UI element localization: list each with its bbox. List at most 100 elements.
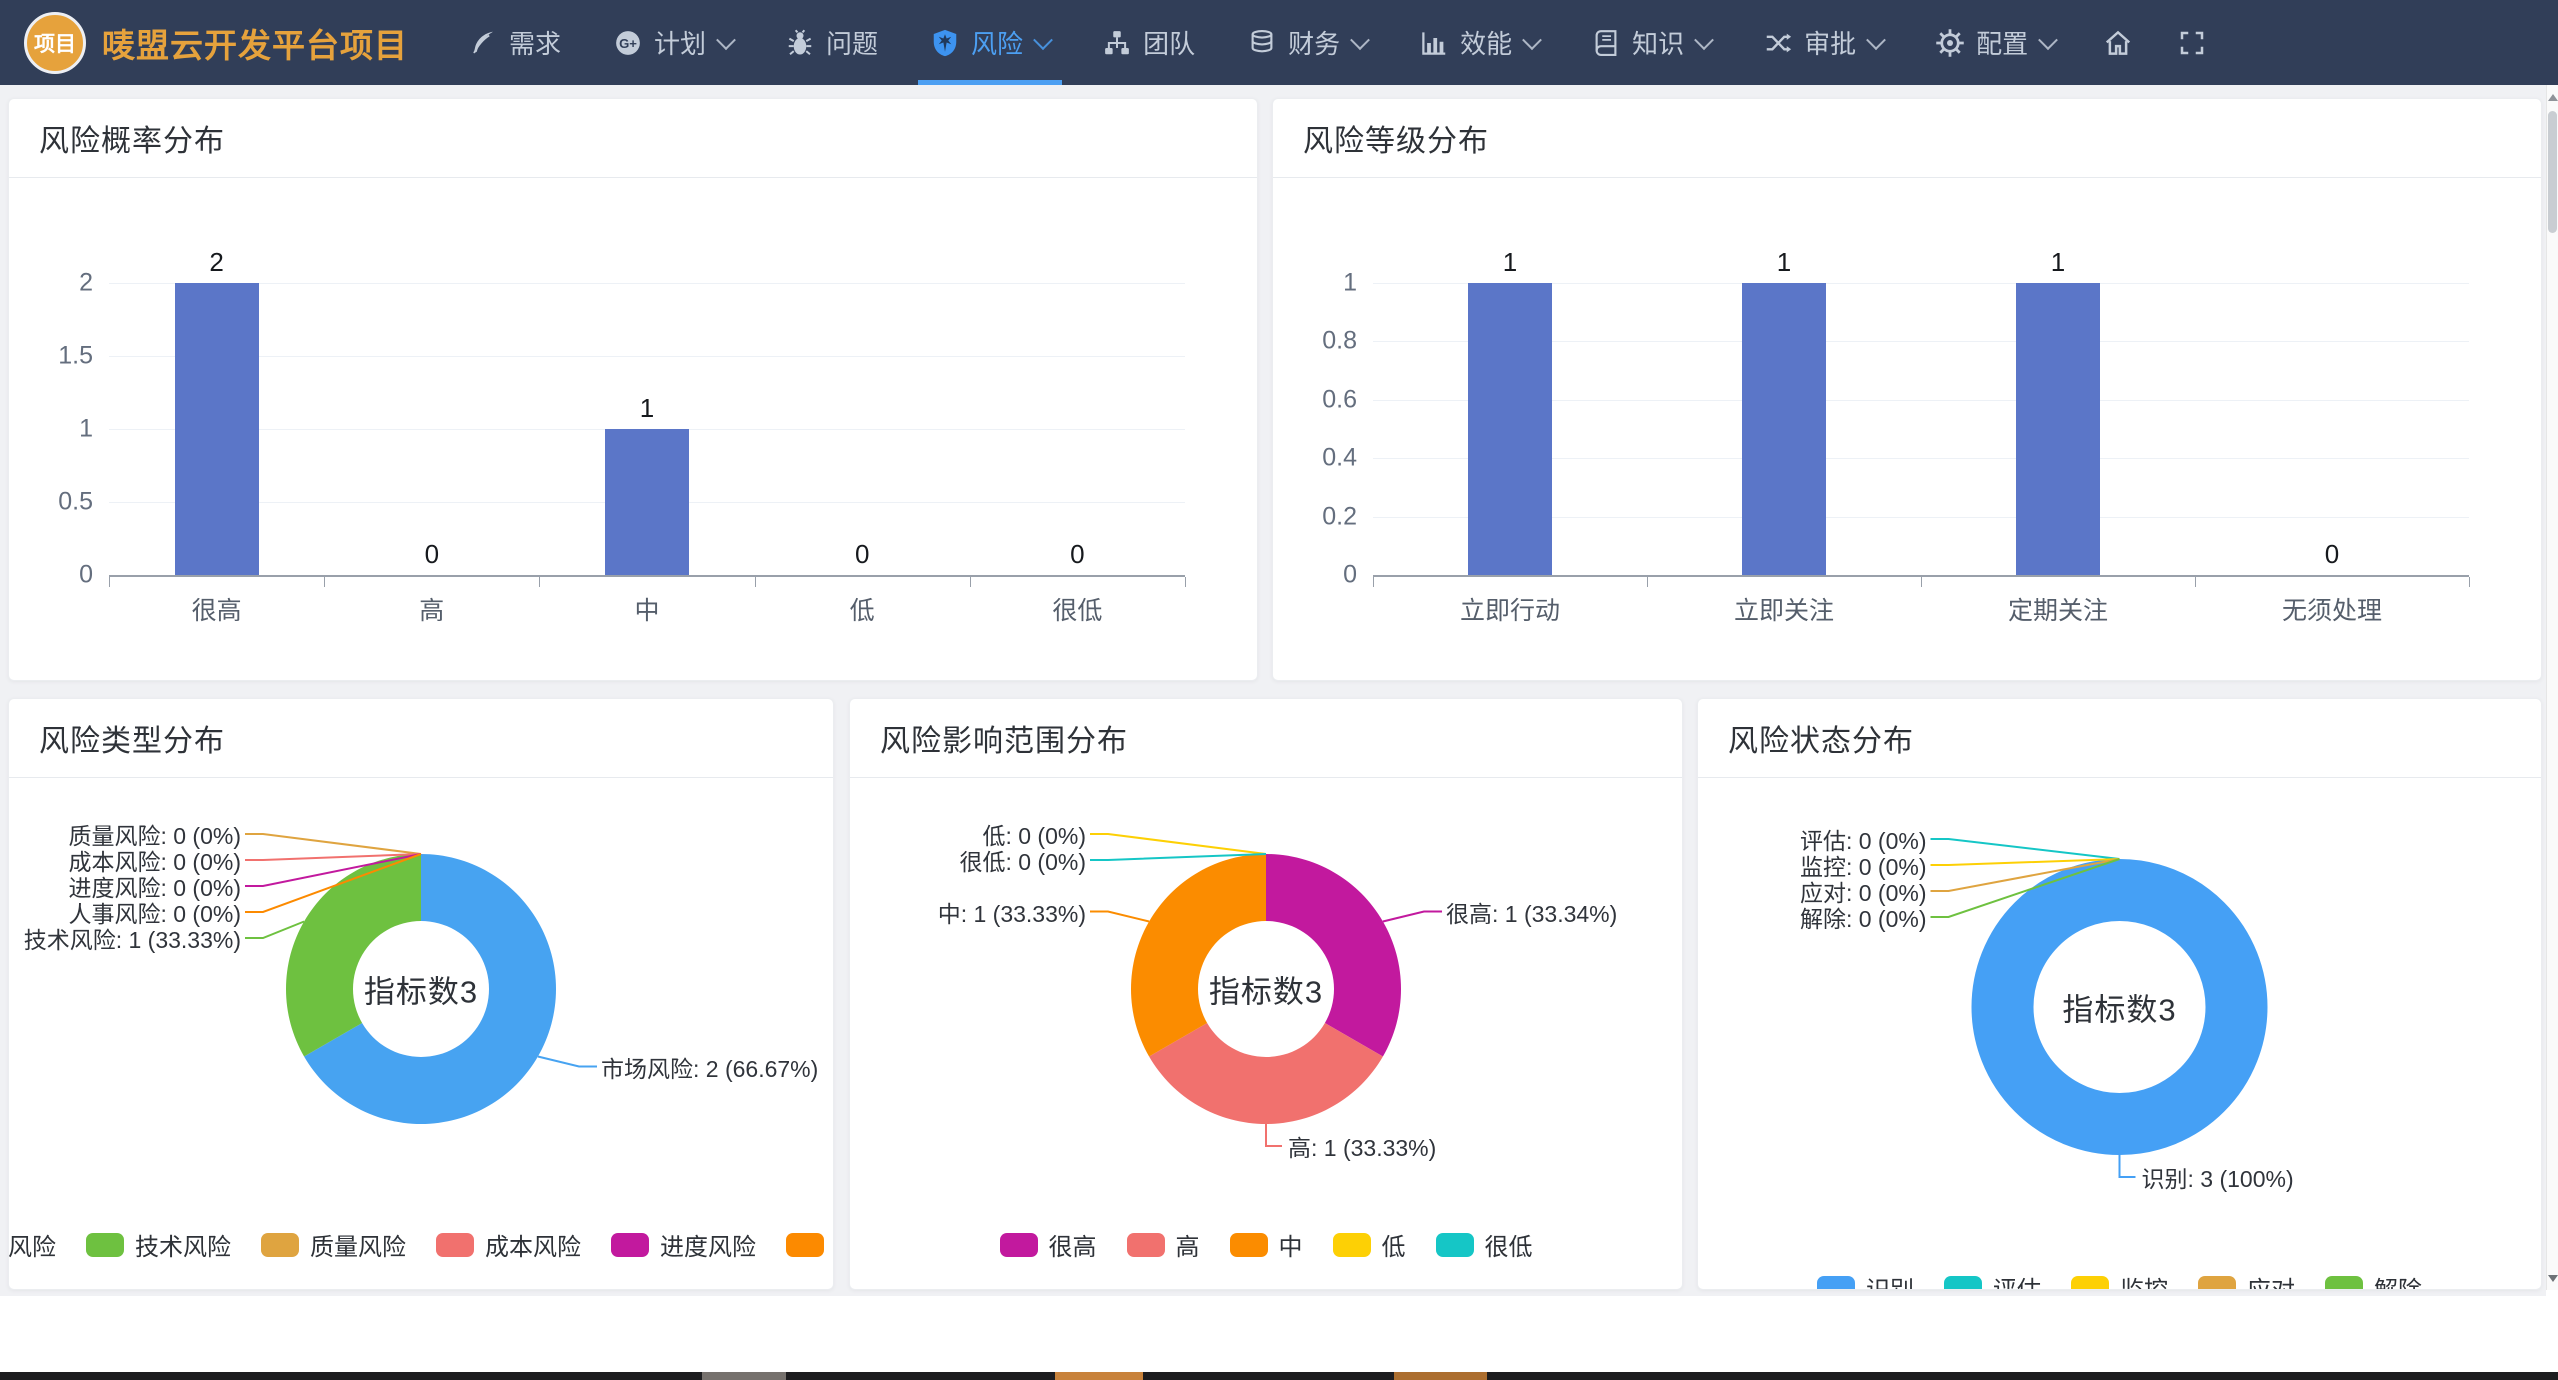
gridline [109,356,1185,357]
nav-item-plan[interactable]: G+ 计划 [587,0,759,85]
bar[interactable] [605,429,689,575]
panel-risk-level: 风险等级分布 0 0.2 0.4 0.6 0.8 1 1 立即行动 1 立即关注 1 定期关注 0 无须处… [1272,98,2542,681]
legend-item[interactable]: 技术风险 [86,1227,231,1262]
risk-status-donut-chart[interactable]: 评估: 0 (0%) 监控: 0 (0%) 应对: 0 (0%) 解除: 0 (0%)… [1698,778,2541,1289]
slice-callout: 质量风险: 0 (0%) [68,823,241,849]
chevron-down-icon [1866,29,1887,50]
nav-item-requirements[interactable]: 需求 [442,0,587,85]
fullscreen-icon [2180,31,2204,54]
legend-item[interactable]: 成本风险 [436,1227,581,1262]
chevron-down-icon [716,29,736,50]
nav-item-finance[interactable]: 财务 [1221,0,1393,85]
x-axis-tick-mark [754,577,756,587]
legend-item[interactable]: 识别 [1817,1270,1914,1289]
x-axis-category-label: 很高 [191,597,242,625]
chevron-down-icon [1033,29,1053,50]
scrollbar-thumb[interactable] [2548,111,2557,233]
legend-item[interactable]: 解除 [2325,1270,2422,1289]
bar-value-label: 0 [424,539,440,569]
legend-label: 监控 [2120,1270,2168,1289]
nav-item-team[interactable]: 团队 [1076,0,1221,85]
donut-center-label: 指标数3 [1208,974,1324,1010]
taskbar-segment [1055,1372,1143,1380]
nav-item-knowledge[interactable]: 知识 [1565,0,1737,85]
donut-slice[interactable] [1971,859,2268,1155]
donut-slice[interactable] [1266,854,1401,1057]
bar-value-label: 0 [854,539,870,569]
donut-slice[interactable] [1149,1023,1383,1124]
bar-value-label: 1 [639,393,655,423]
legend-label: 评估 [1993,1270,2041,1289]
legend-item[interactable]: 很高 [999,1227,1097,1262]
dashboard-content: 风险概率分布 0 0.5 1 1.5 2 2 很高 0 高 1 中 0 低 0 很低 风险等级分布 0 0.2… [0,85,2546,1296]
book-icon [1595,29,1617,56]
y-axis-tick-label: 0 [1343,560,1357,589]
x-axis-category-label: 立即关注 [1733,597,1835,625]
x-axis-tick-mark [969,577,971,587]
scroll-up-arrow-icon[interactable] [2547,87,2558,107]
vertical-scrollbar[interactable] [2546,85,2558,1290]
legend-item[interactable]: 中 [1229,1227,1303,1262]
bar[interactable] [1468,283,1552,575]
y-axis-tick-label: 0.8 [1322,326,1357,355]
legend-item[interactable]: 人事风险 [786,1227,833,1262]
gear-icon [1936,28,1964,57]
donut-slice[interactable] [1131,854,1266,1057]
legend-item[interactable]: 低 [1332,1227,1406,1262]
legend-swatch [1229,1232,1268,1257]
nav-item-risk[interactable]: 风险 [904,0,1076,85]
callout-leader-line [1090,910,1150,923]
legend-item[interactable]: 监控 [2071,1270,2168,1289]
gridline [1373,458,2469,460]
bar[interactable] [1742,283,1826,575]
legend-swatch [999,1232,1038,1257]
nav-item-settings[interactable]: 配置 [1909,0,2081,85]
shield-icon [933,29,957,56]
legend-item[interactable]: 进度风险 [611,1227,756,1262]
bar[interactable] [174,283,259,575]
panel-risk-type: 风险类型分布 质量风险: 0 (0%) 成本风险: 0 (0%) 进度风险: 0 (… [8,698,834,1290]
nav-item-issues[interactable]: 问题 [759,0,904,85]
y-axis-tick-label: 0.6 [1322,385,1357,414]
bar[interactable] [2016,283,2100,575]
legend-swatch [261,1232,299,1257]
x-axis-category-label: 低 [849,597,875,625]
nav-item-performance[interactable]: 效能 [1393,0,1565,85]
bar-value-label: 2 [209,247,224,277]
home-button[interactable] [2081,0,2155,85]
svg-text:G+: G+ [619,35,637,50]
risk-type-donut-chart[interactable]: 质量风险: 0 (0%) 成本风险: 0 (0%) 进度风险: 0 (0%) 人事风险… [8,778,833,1289]
chevron-down-icon [1350,29,1370,50]
donut-plot [1930,838,2268,1178]
legend-item[interactable]: 市场风险 [8,1227,56,1262]
risk-level-bar-chart[interactable]: 0 0.2 0.4 0.6 0.8 1 1 立即行动 1 立即关注 1 定期关注 0 无须处理 [1273,178,2541,680]
legend-item[interactable]: 评估 [1944,1270,2041,1289]
panel-title: 风险概率分布 [39,125,225,158]
nav-item-approval[interactable]: 审批 [1737,0,1909,85]
project-logo-badge[interactable]: 项目 [24,11,86,74]
donut-slice[interactable] [286,854,421,1057]
legend-item[interactable]: 质量风险 [261,1227,406,1262]
risk-probability-bar-chart[interactable]: 0 0.5 1 1.5 2 2 很高 0 高 1 中 0 低 0 很低 [9,178,1257,680]
legend-swatch [1435,1232,1474,1257]
taskbar-segment [702,1372,786,1380]
legend-label: 应对 [2247,1270,2295,1289]
x-axis-tick-mark [2469,577,2470,587]
gplus-icon: G+ [616,30,640,55]
risk-impact-donut-chart[interactable]: 低: 0 (0%) 很低: 0 (0%) 中: 1 (33.33%) 很高: 1 (3… [850,778,1682,1289]
legend-label: 市场风险 [8,1234,56,1261]
x-axis-tick-mark [1921,577,1922,587]
fullscreen-button[interactable] [2155,0,2229,85]
panel-title: 风险状态分布 [1728,725,1914,758]
legend-item[interactable]: 很低 [1435,1227,1533,1262]
nav-menu: 需求 G+ 计划 问题 风险 团队 财务 效能 [442,0,2229,85]
legend-item[interactable]: 高 [1126,1227,1200,1262]
donut-slice[interactable] [304,854,556,1124]
bar-value-label: 1 [2050,247,2066,277]
legend-item[interactable]: 应对 [2198,1270,2295,1289]
legend-swatch [1817,1275,1855,1289]
scroll-down-arrow-icon[interactable] [2547,1268,2558,1288]
legend-label: 高 [1175,1234,1200,1261]
legend-label: 解除 [2374,1270,2422,1289]
y-axis-tick-label: 0.2 [1322,502,1357,531]
